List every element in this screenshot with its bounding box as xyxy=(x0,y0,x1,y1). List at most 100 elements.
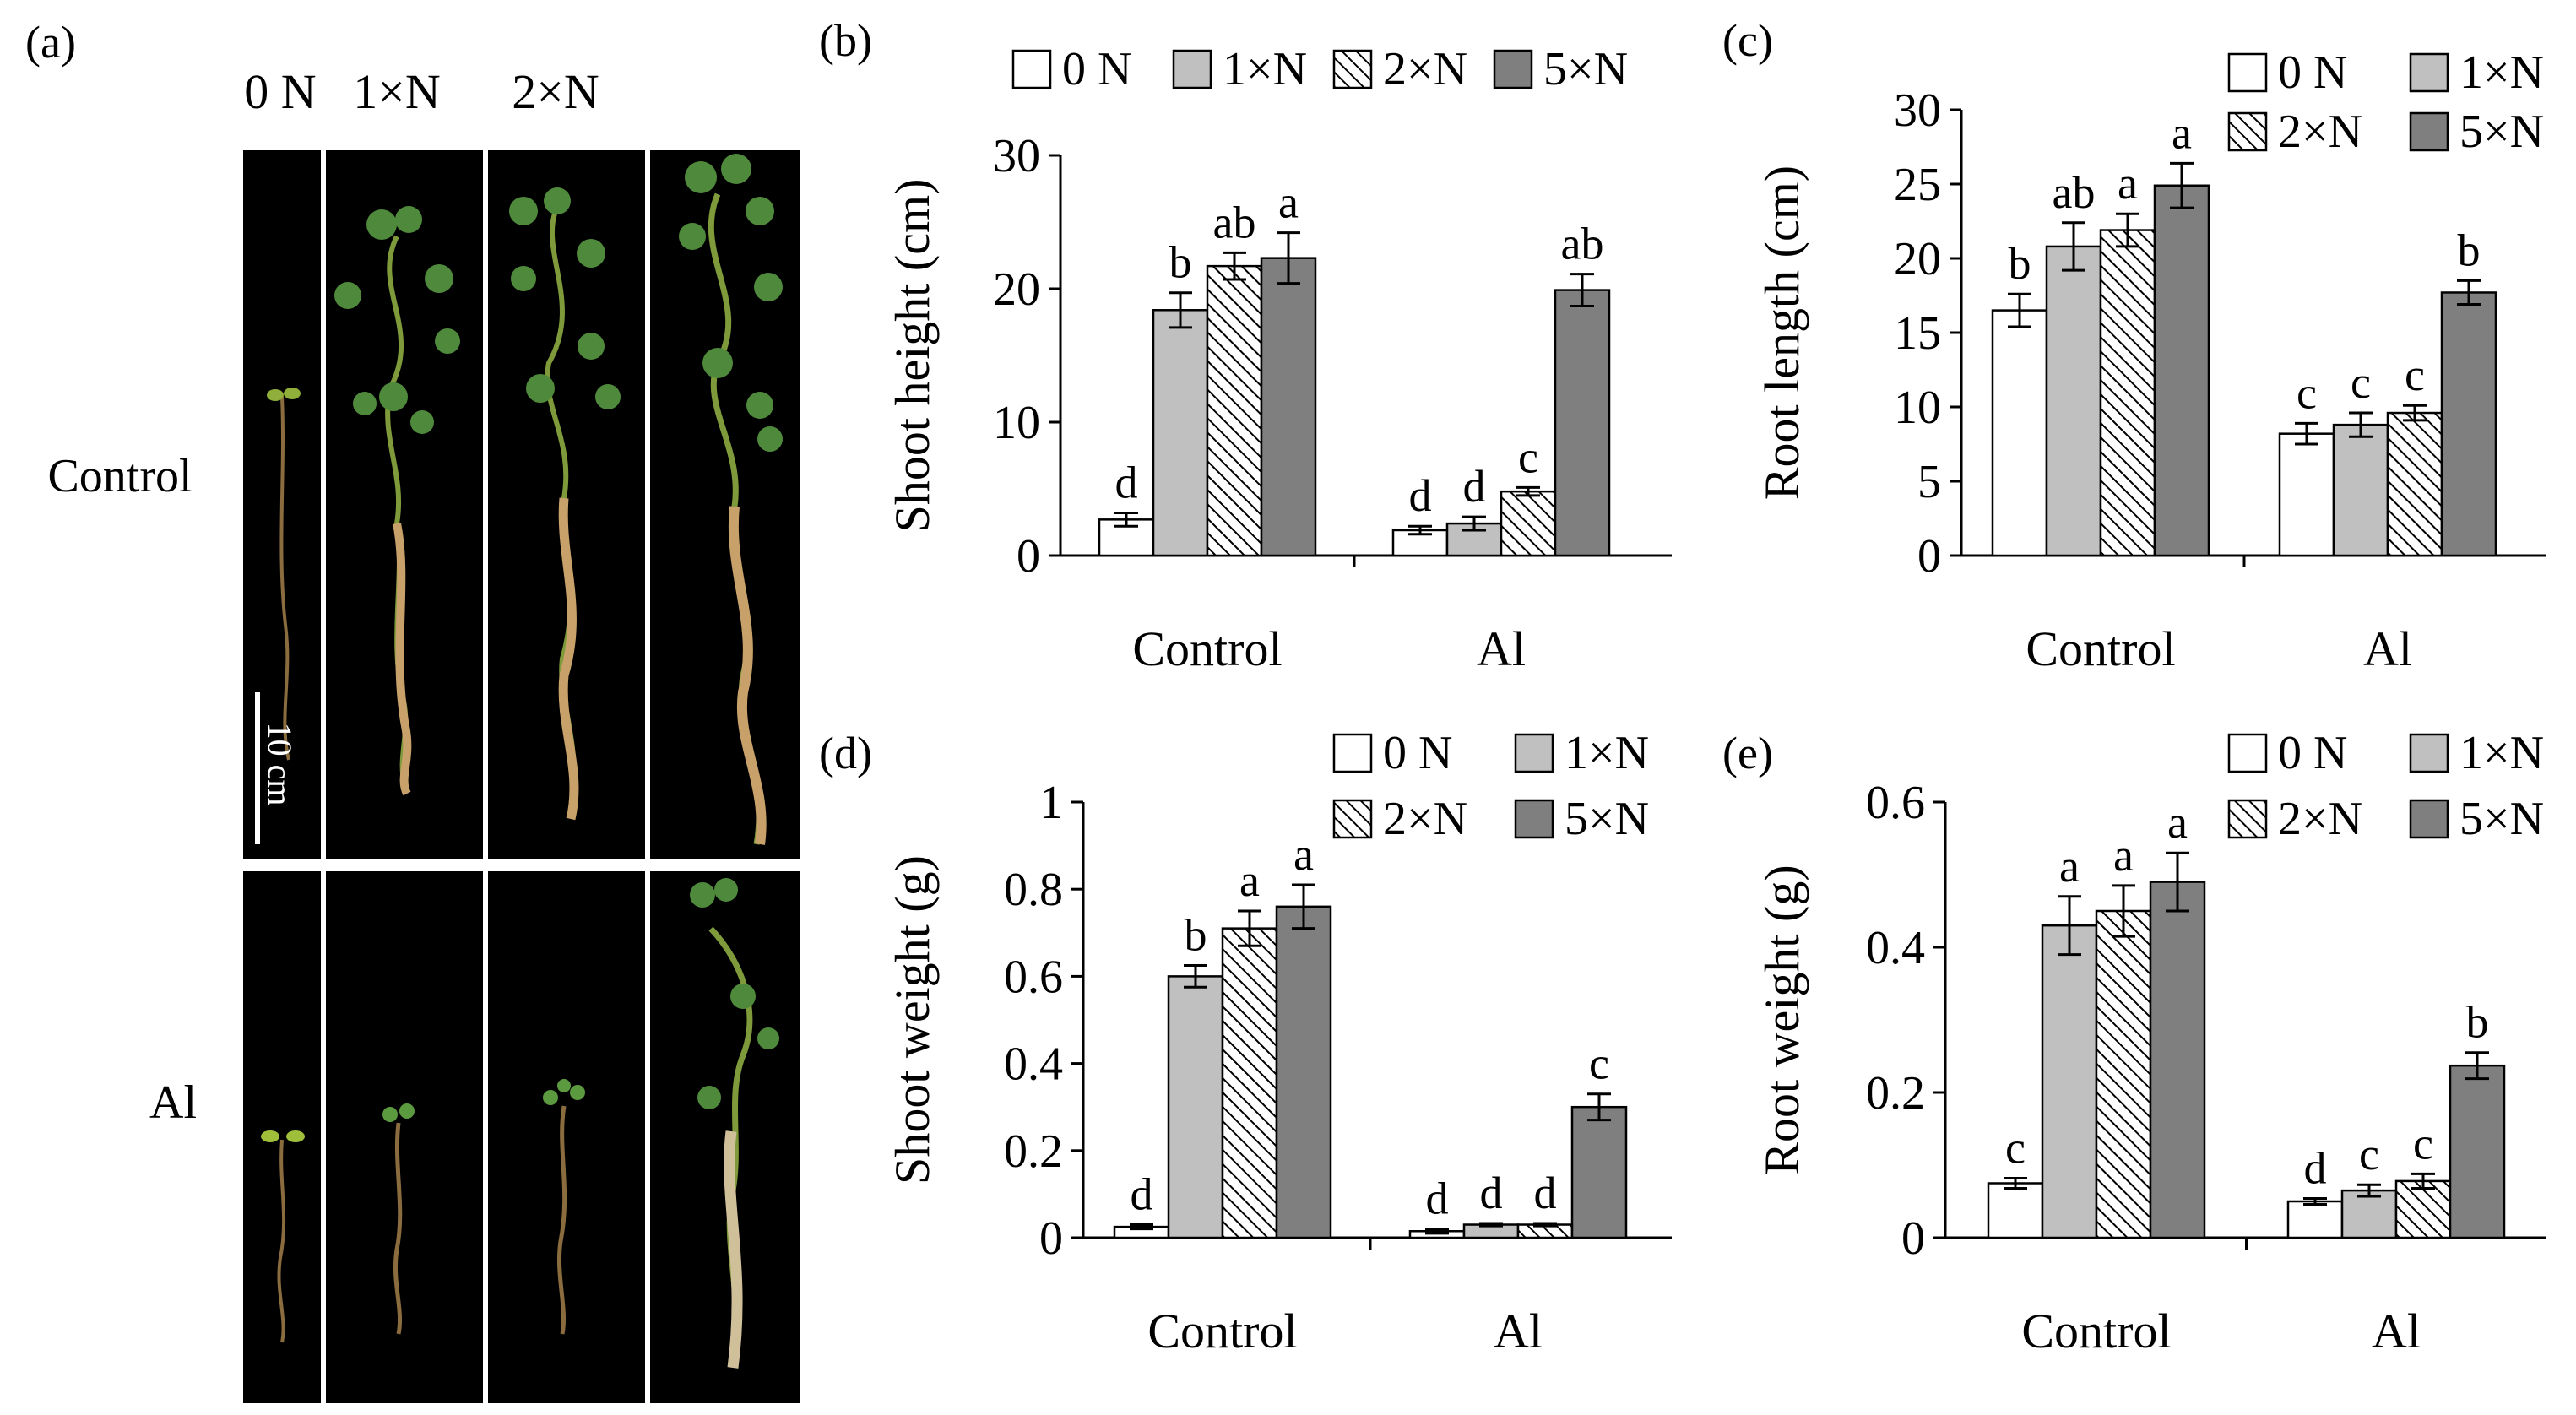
y-tick-label: 0.2 xyxy=(1004,1125,1063,1178)
y-tick-label: 5 xyxy=(1917,456,1941,508)
bar-al-2xn xyxy=(1500,490,1557,557)
scale-bar-label: 10 cm xyxy=(261,723,299,806)
bar-al-5xn xyxy=(1554,289,1611,557)
legend-swatch-1xn xyxy=(2409,52,2449,93)
significance-letter: a xyxy=(2167,797,2188,848)
y-tick-label: 0.6 xyxy=(1866,777,1925,829)
significance-letter: a xyxy=(2113,830,2134,881)
significance-letter: d xyxy=(1426,1174,1449,1224)
category-label-al: Al xyxy=(2363,621,2412,676)
y-tick-label: 20 xyxy=(1894,233,1941,285)
significance-letter: d xyxy=(1409,470,1432,521)
legend-swatch-1xn xyxy=(1172,49,1212,89)
legend-swatch-2xn xyxy=(2227,111,2268,152)
y-axis-label: Shoot height (cm) xyxy=(885,179,940,533)
bar-control-1xn xyxy=(1152,309,1209,557)
panel-a: (a) 0 N 1×N 2×N Control Al xyxy=(25,17,800,1403)
legend-label-0-n: 0 N xyxy=(1062,43,1131,95)
legend-label-5xn: 5×N xyxy=(1565,793,1649,845)
bar-control-5xn xyxy=(2153,184,2210,557)
seedling-al-0n xyxy=(261,1130,305,1343)
column-label-0n: 0 N xyxy=(244,64,316,119)
significance-letter: ab xyxy=(1213,197,1256,247)
legend-label-5xn: 5×N xyxy=(1543,43,1628,95)
y-axis-label: Root length (cm) xyxy=(1754,165,1809,500)
legend-swatch-0-n xyxy=(1011,49,1052,89)
y-tick-label: 0.4 xyxy=(1004,1038,1063,1091)
y-tick-label: 0 xyxy=(1901,1212,1925,1265)
legend-label-2xn: 2×N xyxy=(2278,106,2362,158)
bar-control-1xn xyxy=(2041,924,2098,1239)
significance-letter: b xyxy=(2009,238,2031,289)
y-axis-label: Root weight (g) xyxy=(1754,865,1809,1174)
significance-letter: b xyxy=(1169,237,1192,288)
legend-label-0-n: 0 N xyxy=(2278,727,2347,779)
legend-label-1xn: 1×N xyxy=(2459,46,2544,99)
photo-al-2xn xyxy=(488,871,645,1403)
significance-letter: d xyxy=(1463,461,1486,512)
y-tick-label: 0 xyxy=(1017,530,1040,583)
bar-al-1xn xyxy=(2340,1189,2398,1239)
y-tick-label: 0.4 xyxy=(1866,922,1925,974)
bar-al-5xn xyxy=(1570,1105,1628,1239)
significance-letter: d xyxy=(2304,1143,2327,1194)
significance-letter: a xyxy=(2172,107,2192,158)
y-tick-label: 10 xyxy=(1894,382,1941,434)
bar-control-5xn xyxy=(1275,905,1332,1239)
seedling-control-1xn xyxy=(334,206,460,796)
panel-label: (e) xyxy=(1722,728,1773,778)
significance-letter: d xyxy=(1480,1168,1503,1218)
y-tick-label: 0 xyxy=(1917,530,1941,583)
seedling-control-2xn xyxy=(509,187,621,821)
legend-label-2xn: 2×N xyxy=(2278,793,2362,845)
legend-label-0-n: 0 N xyxy=(1383,727,1452,779)
legend-swatch-0-n xyxy=(2227,52,2268,93)
photo-al-1xn xyxy=(326,871,483,1403)
legend-swatch-1xn xyxy=(2409,733,2449,773)
column-label-2xn: 2×N xyxy=(512,64,599,119)
category-label-al: Al xyxy=(1494,1304,1543,1358)
y-tick-label: 15 xyxy=(1894,307,1941,360)
panel-label: (b) xyxy=(819,15,872,66)
legend-label-1xn: 1×N xyxy=(1223,43,1307,95)
bar-control-1xn xyxy=(1167,975,1224,1239)
bar-al-5xn xyxy=(2449,1064,2506,1239)
bar-control-2xn xyxy=(2099,229,2156,557)
bar-al-2xn xyxy=(2394,1179,2452,1239)
significance-letter: a xyxy=(2118,158,2138,209)
y-tick-label: 0 xyxy=(1039,1212,1063,1265)
category-label-al: Al xyxy=(1477,621,1526,676)
significance-letter: c xyxy=(2405,350,2425,400)
legend-swatch-5xn xyxy=(1493,49,1533,89)
chart-shoot-weight: (d) 0 0.2 0.4 0.6 0.8 1 Shoot weight (g) Control… xyxy=(819,727,1672,1358)
significance-letter: d xyxy=(1131,1169,1153,1220)
legend-swatch-2xn xyxy=(1332,799,1373,839)
legend-swatch-2xn xyxy=(2227,799,2268,839)
panel-label: (c) xyxy=(1722,15,1773,66)
significance-letter: c xyxy=(1518,431,1538,482)
legend-label-1xn: 1×N xyxy=(2459,727,2544,779)
significance-letter: a xyxy=(1239,855,1260,906)
legend-swatch-5xn xyxy=(2409,799,2449,839)
bar-control-2xn xyxy=(2095,909,2152,1239)
y-tick-label: 0.8 xyxy=(1004,864,1063,916)
significance-letter: c xyxy=(2297,367,2317,418)
bar-control-2xn xyxy=(1221,927,1278,1239)
category-label-al: Al xyxy=(2372,1304,2421,1358)
bar-al-2xn xyxy=(2386,411,2443,557)
significance-letter: c xyxy=(1589,1038,1609,1089)
significance-letter: a xyxy=(2059,841,2080,892)
seedling-al-1xn xyxy=(382,1103,415,1335)
y-tick-label: 30 xyxy=(993,130,1040,182)
legend-swatch-5xn xyxy=(1514,799,1554,839)
significance-letter: a xyxy=(1293,829,1314,880)
significance-letter: d xyxy=(1534,1168,1557,1218)
photo-grid: 10 cm xyxy=(243,150,800,1403)
category-label-control: Control xyxy=(2021,1304,2171,1358)
significance-letter: ab xyxy=(2053,167,2096,218)
significance-letter: b xyxy=(2466,997,2489,1048)
significance-letter: c xyxy=(2005,1122,2026,1173)
category-label-control: Control xyxy=(1147,1304,1297,1358)
